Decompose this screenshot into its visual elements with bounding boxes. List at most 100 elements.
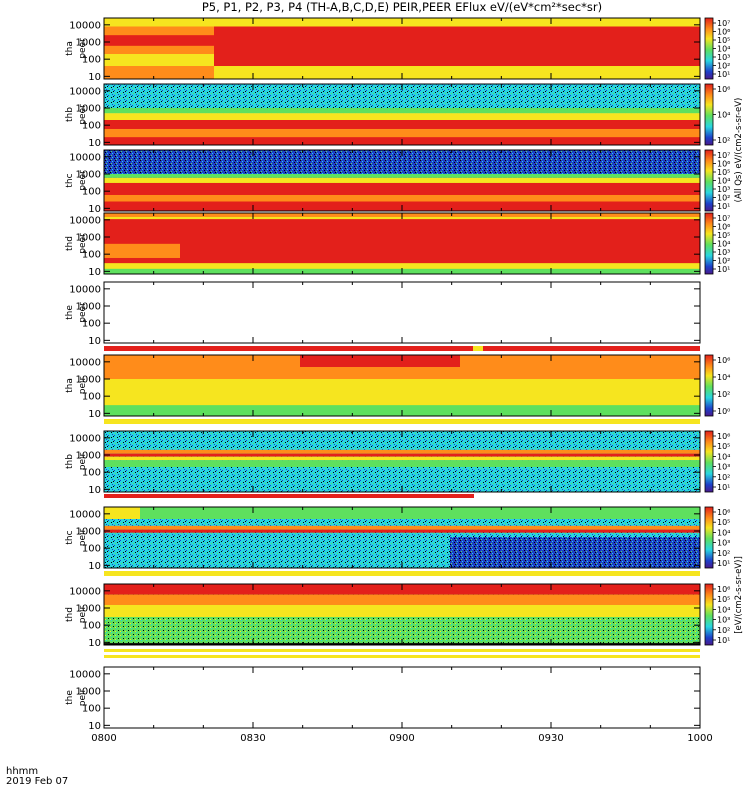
y-axis-label-probe: the xyxy=(65,690,75,705)
colorbar xyxy=(704,149,714,212)
y-tick-label: 10 xyxy=(88,638,101,649)
colorbar-tick-label: 10¹ xyxy=(717,202,730,211)
y-tick-label: 1000 xyxy=(76,451,101,462)
y-tick-label: 100 xyxy=(82,55,101,66)
spectrogram-band xyxy=(104,243,180,258)
y-tick-label: 100 xyxy=(82,704,101,715)
colorbar-tick-label: 10¹ xyxy=(717,70,730,79)
y-axis-label-type: peer xyxy=(78,233,88,254)
y-axis-label-probe: thc xyxy=(65,530,75,544)
x-tick-label: 0800 xyxy=(91,733,116,744)
y-tick-label: 100 xyxy=(82,121,101,132)
y-tick-label: 10 xyxy=(88,721,101,732)
y-tick-label: 1000 xyxy=(76,527,101,538)
colorbar-tick-label: 10² xyxy=(717,194,730,203)
colorbar-tick-label: 10⁴ xyxy=(717,177,730,186)
y-tick-label: 1000 xyxy=(76,375,101,386)
spectrogram-band xyxy=(214,66,700,79)
colorbar-tick-label: 10⁵ xyxy=(717,36,730,45)
colorbar-tick-label: 10⁶ xyxy=(717,160,730,169)
spectrogram-band xyxy=(104,194,700,202)
colorbar-tick-label: 10⁶ xyxy=(717,28,730,37)
spectrogram-band xyxy=(104,113,700,121)
spectrogram-band xyxy=(300,355,460,368)
spectrogram-band xyxy=(104,128,700,138)
colorbar-tick-label: 10⁰ xyxy=(717,407,730,416)
mode-bar xyxy=(104,346,700,351)
y-tick-label: 100 xyxy=(82,392,101,403)
y-tick-label: 1000 xyxy=(76,104,101,115)
spectrogram-band xyxy=(104,108,700,114)
colorbar xyxy=(704,83,714,146)
colorbar-tick-label: 10² xyxy=(717,390,730,399)
colorbar-tick-label: 10⁴ xyxy=(717,605,730,614)
mode-bar-segment xyxy=(473,346,483,351)
y-axis-label-probe: thc xyxy=(65,173,75,187)
y-tick-label: 10000 xyxy=(69,152,101,163)
x-tick-label: 0830 xyxy=(240,733,265,744)
y-axis-label-type: peir xyxy=(78,376,88,394)
y-tick-label: 10000 xyxy=(69,586,101,597)
colorbar-tick-label: 10⁶ xyxy=(717,85,730,94)
spectrogram-band xyxy=(104,174,700,178)
y-axis-label-type: peer xyxy=(78,104,88,125)
colorbar-tick-label: 10³ xyxy=(717,539,730,548)
y-tick-label: 100 xyxy=(82,468,101,479)
colorbar-tick-label: 10⁶ xyxy=(717,508,730,517)
y-tick-label: 10 xyxy=(88,138,101,149)
colorbar-tick-label: 10⁴ xyxy=(717,528,730,537)
colorbar-tick-label: 10¹ xyxy=(717,483,730,492)
y-axis-label-type: peer xyxy=(78,302,88,323)
colorbar-tick-label: 10² xyxy=(717,257,730,266)
y-tick-label: 100 xyxy=(82,544,101,555)
y-tick-label: 10000 xyxy=(69,357,101,368)
y-axis-label-probe: thb xyxy=(65,107,75,122)
colorbar-tick-label: 10³ xyxy=(717,616,730,625)
colorbar-unit-label-bottom: [eV/(cm2-s-sr-eV)] xyxy=(734,556,744,634)
y-axis-label-type: peir xyxy=(78,528,88,546)
spectrogram-band xyxy=(104,594,700,605)
spectrogram-band xyxy=(450,537,700,568)
colorbar-tick-label: 10¹ xyxy=(717,265,730,274)
colorbar xyxy=(704,212,714,275)
spectrogram-band xyxy=(104,460,700,468)
x-tick-label: 0900 xyxy=(389,733,414,744)
y-axis-label-probe: thd xyxy=(65,236,75,251)
y-tick-label: 10000 xyxy=(69,284,101,295)
colorbar-tick-label: 10³ xyxy=(717,463,730,472)
y-tick-label: 1000 xyxy=(76,38,101,49)
y-tick-label: 10 xyxy=(88,485,101,496)
spectrogram-band xyxy=(104,453,700,457)
colorbar-tick-label: 10⁷ xyxy=(717,151,730,160)
colorbar-tick-label: 10² xyxy=(717,473,730,482)
colorbar-unit-label-top: (All Qs) eV/(cm2-s-sr-eV) xyxy=(734,98,744,203)
y-tick-label: 10000 xyxy=(69,86,101,97)
y-tick-label: 1000 xyxy=(76,687,101,698)
colorbar-tick-label: 10⁶ xyxy=(717,223,730,232)
y-axis-label-type: peer xyxy=(78,170,88,191)
spectrogram-band xyxy=(104,604,700,617)
y-axis-label-probe: tha xyxy=(65,378,75,393)
spectrogram-band xyxy=(104,449,700,454)
colorbar-tick-label: 10² xyxy=(717,136,730,145)
spectrogram-band xyxy=(104,177,700,183)
y-axis-label-probe: thd xyxy=(65,607,75,622)
y-tick-label: 1000 xyxy=(76,604,101,615)
spectrogram-band xyxy=(104,529,700,533)
colorbar-tick-label: 10⁶ xyxy=(717,356,730,365)
colorbar-tick-label: 10³ xyxy=(717,53,730,62)
y-tick-label: 1000 xyxy=(76,233,101,244)
colorbar-tick-label: 10⁴ xyxy=(717,111,730,120)
time-axis-label: hhmm xyxy=(6,766,39,777)
y-tick-label: 100 xyxy=(82,319,101,330)
y-axis-label-type: peir xyxy=(78,605,88,623)
y-tick-label: 10 xyxy=(88,72,101,83)
colorbar-tick-label: 10² xyxy=(717,626,730,635)
y-axis-label-type: peir xyxy=(78,688,88,706)
y-tick-label: 10 xyxy=(88,336,101,347)
colorbar-tick-label: 10⁷ xyxy=(717,214,730,223)
y-axis-label-probe: the xyxy=(65,305,75,320)
colorbar xyxy=(704,17,714,80)
colorbar-tick-label: 10¹ xyxy=(717,636,730,645)
colorbar-tick-label: 10² xyxy=(717,549,730,558)
